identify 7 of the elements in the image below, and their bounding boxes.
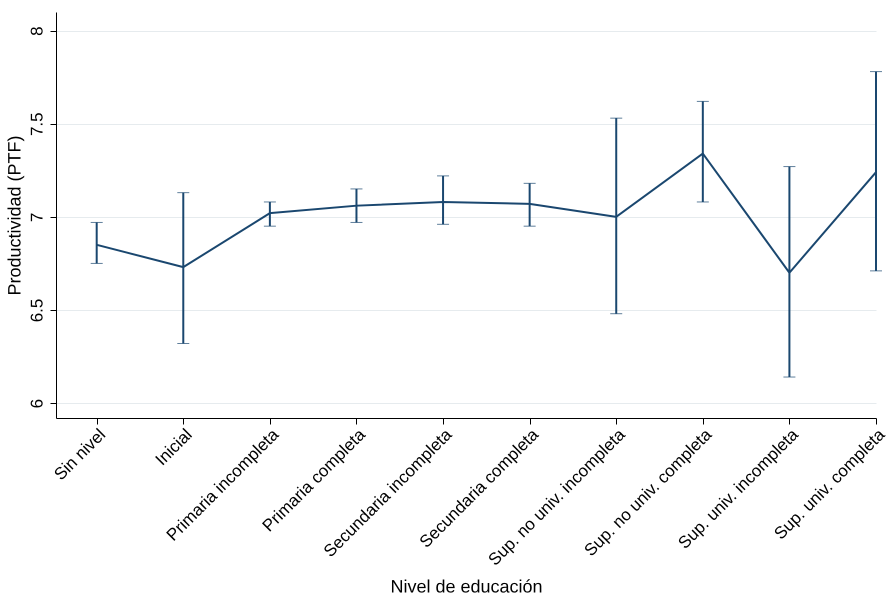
y-tick-label: 6 — [28, 398, 46, 408]
y-axis-title: Productividad (PTF) — [4, 135, 24, 296]
y-tick-label: 6.5 — [28, 298, 46, 322]
y-tick-label: 8 — [28, 26, 46, 36]
y-tick-label: 7 — [28, 212, 46, 222]
x-axis-title: Nivel de educación — [390, 576, 543, 597]
y-tick-label: 7.5 — [28, 112, 46, 136]
